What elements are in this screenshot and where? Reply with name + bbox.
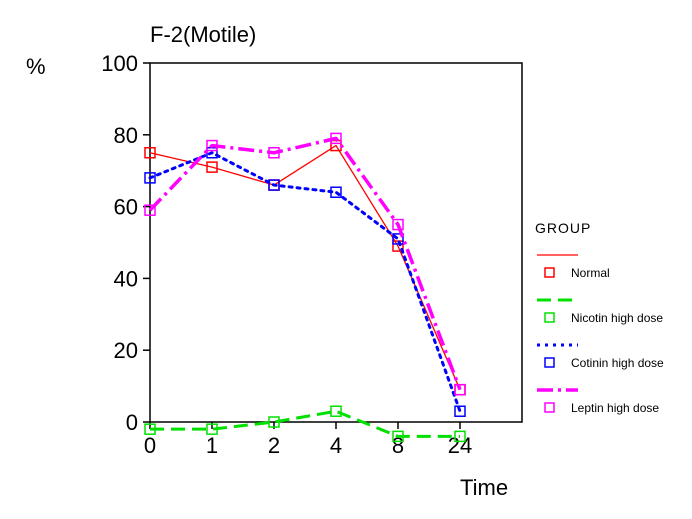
series-line-leptin-high-dose <box>148 136 462 391</box>
data-point-cotinin-high-dose <box>454 405 466 417</box>
plot-frame <box>149 62 523 423</box>
y-tick-label: 40 <box>114 266 138 291</box>
legend-marker-normal <box>544 267 555 278</box>
legend-label-cotinin-high-dose: Cotinin high dose <box>571 356 664 370</box>
data-point-normal <box>206 161 218 173</box>
x-tick-label: 8 <box>392 433 404 458</box>
legend-marker-leptin-high-dose <box>544 402 555 413</box>
series-line-nicotin-high-dose <box>150 409 460 438</box>
data-point-cotinin-high-dose <box>144 172 156 184</box>
y-tick-label: 80 <box>114 123 138 148</box>
x-tick-label: 4 <box>330 433 342 458</box>
data-point-cotinin-high-dose <box>392 233 404 245</box>
data-point-nicotin-high-dose <box>144 423 156 435</box>
data-point-leptin-high-dose <box>206 139 218 152</box>
data-point-leptin-high-dose <box>144 204 156 216</box>
legend-label-normal: Normal <box>571 266 610 280</box>
x-axis-label: Time <box>460 475 508 500</box>
data-point-leptin-high-dose <box>330 132 342 145</box>
y-tick-label: 0 <box>126 410 138 435</box>
x-tick-label: 1 <box>206 433 218 458</box>
legend: GROUP Normal Nicotin high dose Cotinin hig… <box>535 220 664 415</box>
legend-label-leptin-high-dose: Leptin high dose <box>571 401 659 415</box>
x-tick-label: 0 <box>144 433 156 458</box>
legend-label-nicotin-high-dose: Nicotin high dose <box>571 311 663 325</box>
y-tick-label: 100 <box>101 51 138 76</box>
data-point-nicotin-high-dose <box>206 423 218 435</box>
data-point-leptin-high-dose <box>268 147 280 159</box>
series-line-cotinin-high-dose <box>148 151 462 413</box>
data-point-nicotin-high-dose <box>454 430 466 443</box>
legend-title: GROUP <box>535 220 591 236</box>
data-point-cotinin-high-dose <box>330 186 342 198</box>
y-tick-label: 20 <box>114 338 138 363</box>
y-tick-label: 60 <box>114 195 138 220</box>
series-line-normal <box>149 144 461 390</box>
data-point-nicotin-high-dose <box>392 430 404 443</box>
x-tick-label: 2 <box>268 433 280 458</box>
y-axis-label: % <box>26 54 46 79</box>
data-point-leptin-high-dose <box>392 218 404 231</box>
data-point-leptin-high-dose <box>454 383 466 396</box>
data-point-cotinin-high-dose <box>268 179 280 191</box>
legend-marker-nicotin-high-dose <box>544 312 555 323</box>
chart-title: F-2(Motile) <box>150 22 256 47</box>
data-point-nicotin-high-dose <box>268 416 280 428</box>
legend-marker-cotinin-high-dose <box>544 357 555 368</box>
data-point-nicotin-high-dose <box>330 405 342 417</box>
data-point-normal <box>144 147 156 159</box>
